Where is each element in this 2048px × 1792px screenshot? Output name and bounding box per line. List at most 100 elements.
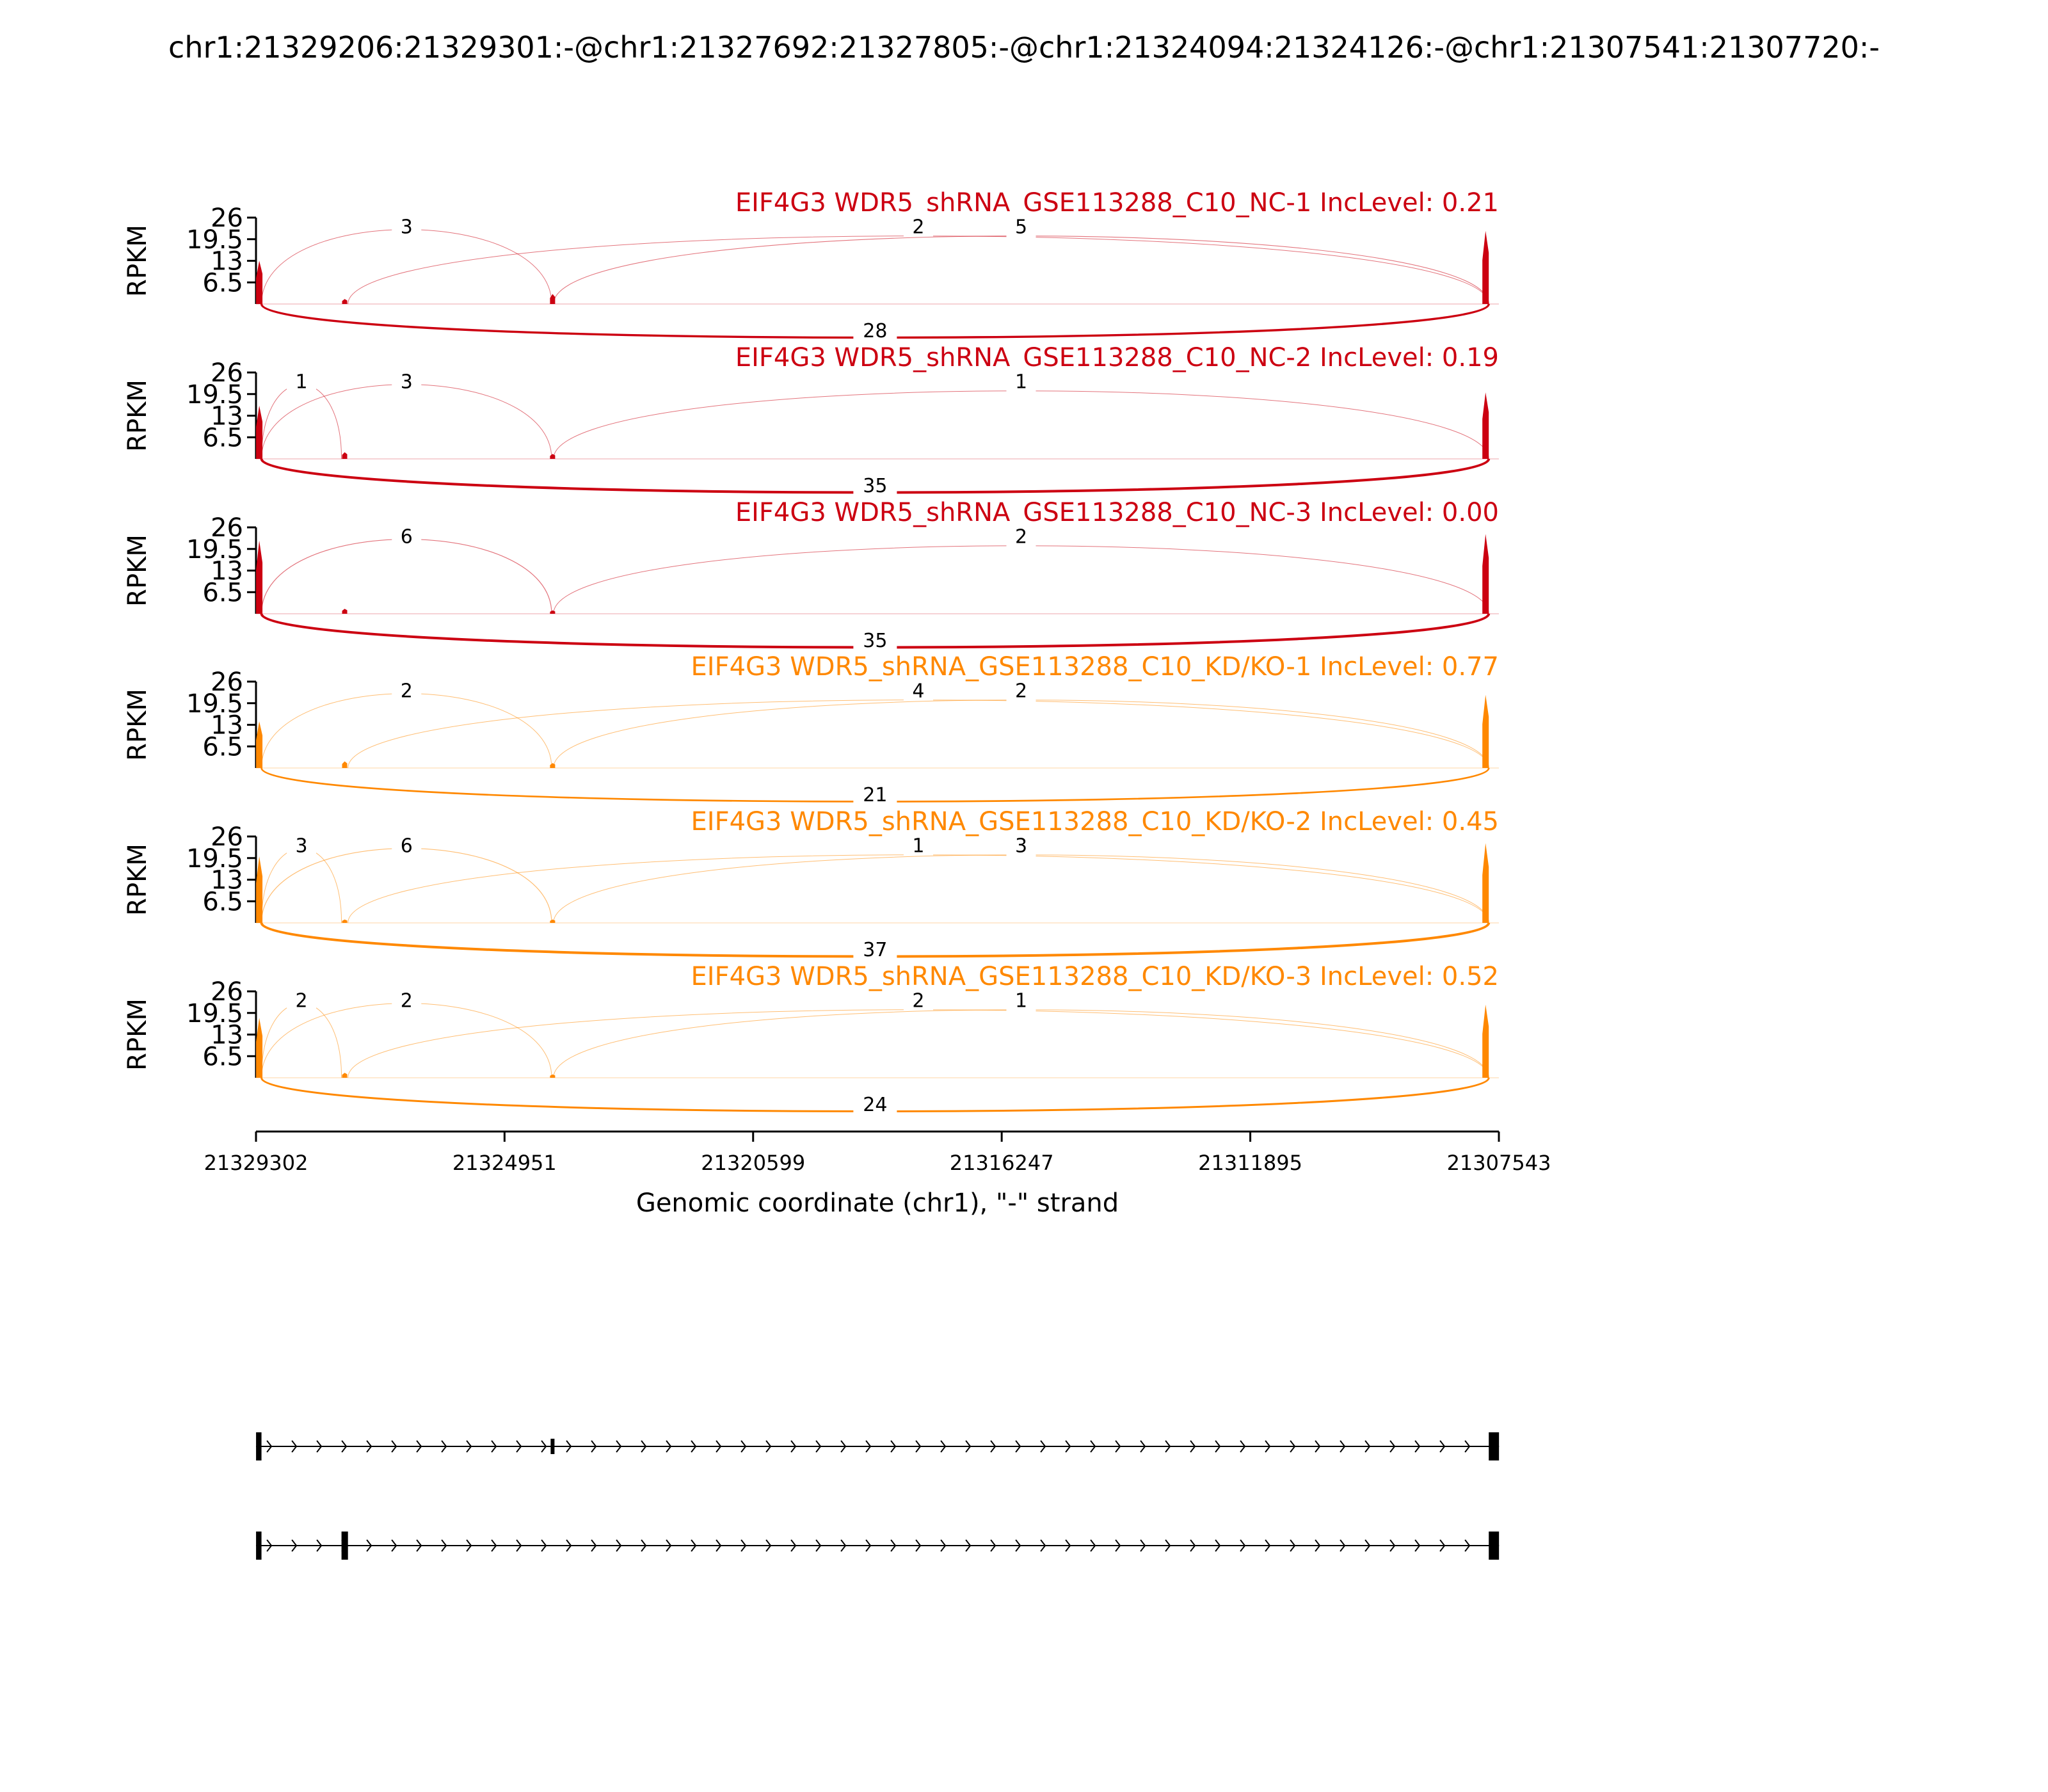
strand-arrow (1190, 1539, 1196, 1552)
junction-count: 21 (863, 784, 887, 806)
coverage-peak (256, 856, 263, 923)
strand-arrow (391, 1440, 397, 1453)
junction-arc (260, 847, 552, 924)
junction-arc (348, 236, 1489, 305)
junction-arc (348, 1009, 1489, 1078)
strand-arrow (1265, 1440, 1271, 1453)
junction-count: 5 (1015, 216, 1027, 238)
exon-block (256, 1432, 262, 1460)
strand-arrow (1290, 1440, 1296, 1453)
junction-label-bg (287, 988, 317, 1014)
strand-arrow (990, 1539, 996, 1552)
strand-arrow (566, 1539, 572, 1552)
strand-arrow (1240, 1440, 1246, 1453)
y-tick-label: 13 (211, 557, 243, 586)
strand-arrow (641, 1440, 647, 1453)
y-tick-label: 6.5 (202, 423, 243, 452)
strand-arrow (1439, 1440, 1446, 1453)
panel-title: EIF4G3 WDR5_shRNA_GSE113288_C10_NC-3 Inc… (735, 498, 1499, 527)
junction-arc (261, 1003, 552, 1078)
y-tick-label: 26 (211, 668, 243, 697)
panel-title: EIF4G3 WDR5_shRNA_GSE113288_C10_KD/KO-3 … (691, 962, 1499, 991)
junction-label-bg (1006, 678, 1036, 704)
junction-count: 2 (401, 989, 413, 1012)
coverage-peak (1482, 534, 1489, 614)
strand-arrow (366, 1539, 372, 1552)
junction-count: 2 (912, 989, 924, 1012)
junction-label-bg (853, 782, 897, 808)
strand-arrow (416, 1539, 422, 1552)
y-tick-label: 19.5 (186, 225, 243, 255)
coverage-peak (550, 919, 556, 923)
strand-arrow (366, 1440, 372, 1453)
strand-arrow (491, 1440, 497, 1453)
y-axis-label: RPKM (123, 844, 152, 916)
strand-arrow (1040, 1440, 1046, 1453)
strand-arrow (890, 1440, 897, 1453)
y-tick-label: 19.5 (186, 380, 243, 410)
junction-count: 3 (401, 371, 413, 393)
strand-arrow (815, 1440, 822, 1453)
panel-title: EIF4G3 WDR5_shRNA_GSE113288_C10_NC-2 Inc… (735, 343, 1499, 372)
strand-arrow (740, 1539, 747, 1552)
strand-arrow (1090, 1440, 1096, 1453)
y-tick-label: 26 (211, 204, 243, 233)
strand-arrow (865, 1440, 872, 1453)
strand-arrow (316, 1440, 323, 1453)
strand-arrow (691, 1539, 697, 1552)
strand-arrow (1065, 1440, 1071, 1453)
junction-count: 2 (1015, 680, 1027, 702)
coverage-peak (256, 540, 263, 614)
panel-title: EIF4G3 WDR5_shRNA_GSE113288_C10_KD/KO-1 … (691, 652, 1499, 682)
y-tick-label: 19.5 (186, 535, 243, 564)
junction-label-bg (287, 369, 317, 395)
junction-count: 3 (296, 835, 308, 857)
junction-count: 1 (912, 835, 924, 857)
exon-block (256, 1532, 262, 1560)
strand-arrow (516, 1440, 522, 1453)
y-axis-label: RPKM (123, 380, 152, 452)
strand-arrow (291, 1539, 298, 1552)
strand-arrow (1439, 1539, 1446, 1552)
coverage-peak (342, 452, 348, 459)
junction-count: 1 (1015, 371, 1027, 393)
junction-label-bg (392, 678, 422, 704)
strand-arrow (1140, 1539, 1146, 1552)
junction-count: 3 (1015, 835, 1027, 857)
strand-arrow (940, 1539, 947, 1552)
junction-label-bg (903, 988, 933, 1014)
strand-arrow (541, 1539, 547, 1552)
y-tick-label: 13 (211, 1021, 243, 1050)
strand-arrow (1015, 1539, 1021, 1552)
y-axis-label: RPKM (123, 998, 152, 1071)
strand-arrow (1315, 1440, 1321, 1453)
junction-arc (348, 700, 1489, 769)
strand-arrow (316, 1539, 323, 1552)
strand-arrow (516, 1539, 522, 1552)
y-axis-label: RPKM (123, 534, 152, 607)
strand-arrow (1165, 1440, 1171, 1453)
junction-arc (553, 854, 1489, 924)
strand-arrow (965, 1539, 972, 1552)
junction-arc (553, 700, 1489, 769)
isoform (256, 1532, 1500, 1560)
strand-arrow (641, 1539, 647, 1552)
strand-arrow (1165, 1539, 1171, 1552)
junction-label-bg (1006, 369, 1036, 395)
strand-arrow (1015, 1440, 1021, 1453)
exon-block (341, 1532, 348, 1560)
panel-title: EIF4G3 WDR5_shRNA_GSE113288_C10_NC-1 Inc… (735, 188, 1499, 218)
exon-block (1489, 1432, 1500, 1460)
y-tick-label: 19.5 (186, 844, 243, 874)
strand-arrow (840, 1539, 847, 1552)
strand-arrow (765, 1440, 772, 1453)
junction-arc (553, 1009, 1489, 1078)
strand-arrow (1215, 1440, 1221, 1453)
strand-arrow (566, 1440, 572, 1453)
